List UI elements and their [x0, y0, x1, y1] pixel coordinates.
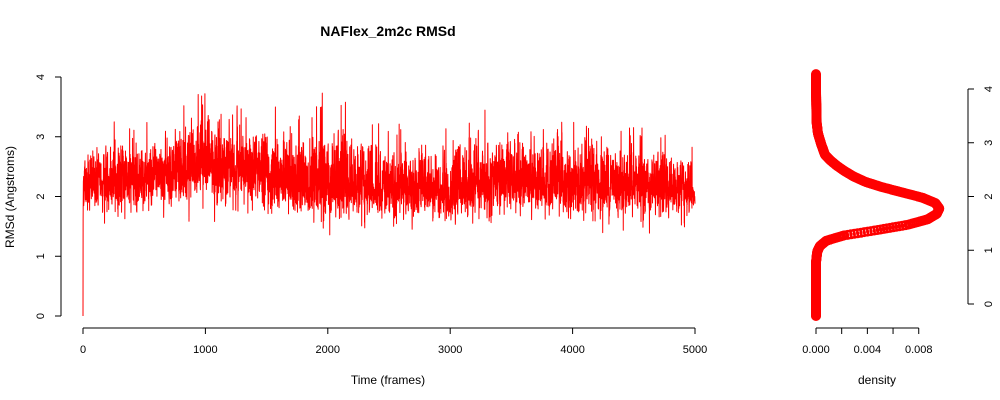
x-tick-label: 1000: [193, 344, 217, 356]
density-x-tick-label: 0.004: [854, 344, 882, 356]
density-axes: 0.000 0.004 0.008 0 1 2 3 4: [802, 86, 995, 356]
rmsd-line: [82, 92, 696, 317]
main-axes: 0 1000 2000 3000 4000 5000 0 1 2 3 4: [35, 74, 707, 356]
x-tick-label: 3000: [438, 344, 462, 356]
density-y-tick-label: 4: [983, 86, 995, 92]
y-axis-label: RMSd (Angstroms): [3, 146, 17, 248]
y-tick-label: 3: [35, 134, 47, 140]
density-y-tick-label: 0: [983, 301, 995, 307]
x-axis-label: Time (frames): [351, 373, 425, 387]
density-y-tick-label: 3: [983, 140, 995, 146]
density-point: [811, 69, 821, 80]
density-y-tick-label: 2: [983, 193, 995, 199]
x-tick-label: 2000: [316, 344, 340, 356]
x-tick-label: 5000: [683, 344, 707, 356]
y-tick-label: 4: [35, 74, 47, 80]
x-tick-label: 0: [80, 344, 86, 356]
y-tick-label: 0: [35, 313, 47, 319]
density-y-tick-label: 1: [983, 247, 995, 253]
rmsd-series: [82, 92, 696, 317]
y-tick-label: 1: [35, 253, 47, 259]
density-axis-label: density: [858, 373, 896, 387]
density-x-tick-label: 0.008: [905, 344, 933, 356]
x-tick-label: 4000: [560, 344, 584, 356]
y-tick-label: 2: [35, 193, 47, 199]
chart-title: NAFlex_2m2c RMSd: [320, 23, 455, 39]
density-x-tick-label: 0.000: [802, 344, 830, 356]
density-series: [811, 69, 945, 321]
